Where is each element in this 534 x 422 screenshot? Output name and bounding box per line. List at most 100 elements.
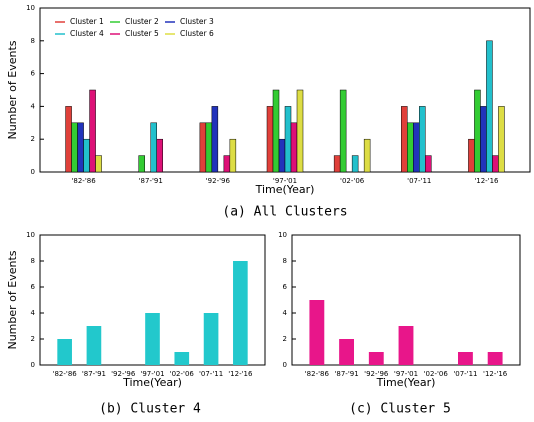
x-tick-label: '02-'06 <box>170 370 195 378</box>
x-tick-label: '07-'11 <box>407 177 431 185</box>
x-tick-label: '07-'11 <box>453 370 477 378</box>
y-tick-label: 8 <box>283 257 287 265</box>
x-tick-label: '82-'86 <box>305 370 330 378</box>
x-axis-label: Time(Year) <box>255 183 315 196</box>
x-tick-label: '12-'16 <box>483 370 508 378</box>
bar <box>205 122 213 173</box>
x-axis-label: Time(Year) <box>122 376 182 389</box>
bar <box>229 138 237 173</box>
bar <box>419 106 426 173</box>
x-tick-label: '92-'96 <box>364 370 389 378</box>
bar <box>77 122 84 173</box>
caption: (b) Cluster 4 <box>99 402 201 417</box>
bar <box>174 352 190 365</box>
bar <box>407 122 414 173</box>
bar <box>95 155 102 173</box>
bar <box>284 106 292 173</box>
x-tick-label: '92-'96 <box>111 370 136 378</box>
legend-label: Cluster 5 <box>125 29 159 38</box>
bar <box>86 326 102 365</box>
x-tick-label: '12-'16 <box>228 370 253 378</box>
bar <box>83 138 90 173</box>
bar <box>339 339 354 365</box>
x-tick-label: '02-'06 <box>424 370 449 378</box>
x-tick-label: '07-'11 <box>199 370 223 378</box>
y-tick-label: 10 <box>278 231 287 239</box>
y-tick-label: 4 <box>31 309 36 317</box>
bar <box>474 89 481 173</box>
bar <box>138 155 145 173</box>
bar <box>278 138 286 173</box>
bar <box>65 106 72 173</box>
bar <box>480 106 487 173</box>
x-tick-label: '97-'01 <box>273 177 297 185</box>
y-tick-label: 2 <box>31 335 35 343</box>
y-tick-label: 4 <box>31 102 36 110</box>
x-tick-label: '92-'96 <box>206 177 231 185</box>
bar <box>203 313 219 365</box>
bar <box>339 89 347 173</box>
bar <box>272 89 280 173</box>
caption: (c) Cluster 5 <box>349 402 451 417</box>
y-axis-label: Number of Events <box>6 40 19 139</box>
bar <box>492 155 499 173</box>
y-tick-label: 0 <box>31 168 35 176</box>
y-tick-label: 10 <box>26 4 35 12</box>
y-tick-label: 8 <box>31 257 35 265</box>
y-tick-label: 2 <box>31 135 35 143</box>
bar <box>368 352 384 365</box>
legend-label: Cluster 3 <box>180 17 214 26</box>
bar <box>211 106 219 173</box>
y-tick-label: 10 <box>26 231 35 239</box>
x-tick-label: '12-'16 <box>474 177 499 185</box>
bar <box>199 122 207 173</box>
y-tick-label: 8 <box>31 37 35 45</box>
bar <box>398 326 414 365</box>
bar <box>458 352 473 365</box>
x-tick-label: '97-'01 <box>140 370 164 378</box>
bar <box>487 352 503 365</box>
bar <box>401 106 408 173</box>
x-tick-label: '87-'91 <box>334 370 358 378</box>
x-tick-label: '82-'86 <box>71 177 96 185</box>
bar <box>309 300 325 365</box>
bar <box>156 138 163 173</box>
legend-label: Cluster 2 <box>125 17 159 26</box>
bar <box>486 40 493 173</box>
bar <box>413 122 420 173</box>
bar <box>468 138 475 173</box>
bar <box>425 155 432 173</box>
x-tick-label: '02-'06 <box>340 177 365 185</box>
y-tick-label: 6 <box>31 283 36 291</box>
bar <box>498 106 505 173</box>
y-tick-label: 4 <box>283 309 288 317</box>
y-tick-label: 0 <box>283 361 287 369</box>
x-tick-label: '82-'86 <box>53 370 78 378</box>
bar <box>223 155 231 173</box>
legend-label: Cluster 4 <box>70 29 104 38</box>
bar <box>290 122 298 173</box>
x-tick-label: '97-'01 <box>394 370 418 378</box>
bar <box>363 138 371 173</box>
y-tick-label: 6 <box>283 283 288 291</box>
bar <box>296 89 304 173</box>
bar <box>150 122 157 173</box>
bar <box>71 122 78 173</box>
y-tick-label: 2 <box>283 335 287 343</box>
x-axis-label: Time(Year) <box>376 376 436 389</box>
y-tick-label: 0 <box>31 361 35 369</box>
bar <box>333 155 341 173</box>
bar <box>145 313 160 365</box>
bar <box>233 261 248 365</box>
bar <box>351 155 359 173</box>
legend-label: Cluster 6 <box>180 29 214 38</box>
bar <box>57 339 72 365</box>
y-axis-label: Number of Events <box>6 250 19 349</box>
caption: (a) All Clusters <box>222 205 347 220</box>
bar <box>266 106 274 173</box>
legend-label: Cluster 1 <box>70 17 104 26</box>
bar <box>89 89 96 173</box>
y-tick-label: 6 <box>31 70 36 78</box>
x-tick-label: '87-'91 <box>139 177 163 185</box>
